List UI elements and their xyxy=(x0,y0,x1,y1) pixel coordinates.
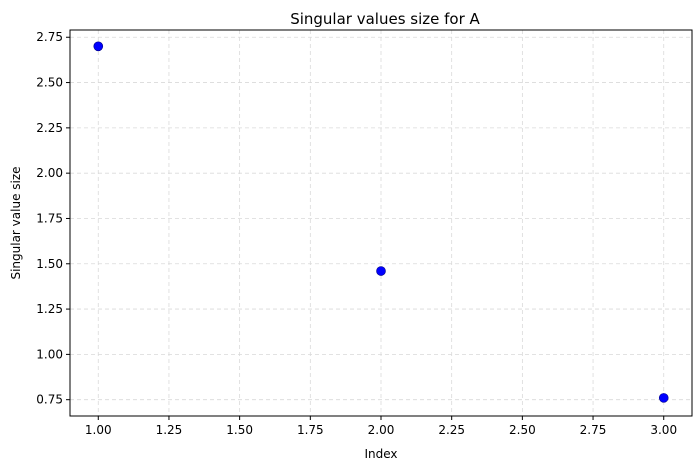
data-point xyxy=(93,41,104,52)
x-tick-label: 2.50 xyxy=(509,423,536,437)
x-tick-label: 3.00 xyxy=(650,423,677,437)
y-tick-label: 2.75 xyxy=(36,30,63,44)
x-tick-label: 2.00 xyxy=(368,423,395,437)
x-tick-label: 1.75 xyxy=(297,423,324,437)
x-tick-label: 1.50 xyxy=(226,423,253,437)
y-tick-label: 1.00 xyxy=(36,347,63,361)
y-axis-title: Singular value size xyxy=(9,166,23,279)
y-tick-label: 1.50 xyxy=(36,257,63,271)
x-tick-label: 1.00 xyxy=(85,423,112,437)
data-point xyxy=(658,393,669,403)
y-tick-label: 2.25 xyxy=(36,121,63,135)
y-tick-label: 2.50 xyxy=(36,76,63,90)
tick-layer: 1.00 1.25 1.50 1.75 2.00 2.25 2.50 2.75 3.00 0.75… xyxy=(36,30,677,437)
y-tick-label: 0.75 xyxy=(36,393,63,407)
x-tick-label: 1.25 xyxy=(156,423,183,437)
x-axis-title: Index xyxy=(364,447,397,461)
plot-frame xyxy=(69,29,693,417)
data-point xyxy=(376,266,386,276)
y-tick-label: 1.25 xyxy=(36,302,63,316)
y-tick-label: 2.00 xyxy=(36,166,63,180)
grid-layer xyxy=(70,30,692,416)
point-layer xyxy=(93,41,669,403)
y-tick-label: 1.75 xyxy=(36,211,63,225)
x-tick-label: 2.75 xyxy=(580,423,607,437)
x-tick-label: 2.25 xyxy=(438,423,465,437)
chart-title: Singular values size for A xyxy=(290,10,480,28)
